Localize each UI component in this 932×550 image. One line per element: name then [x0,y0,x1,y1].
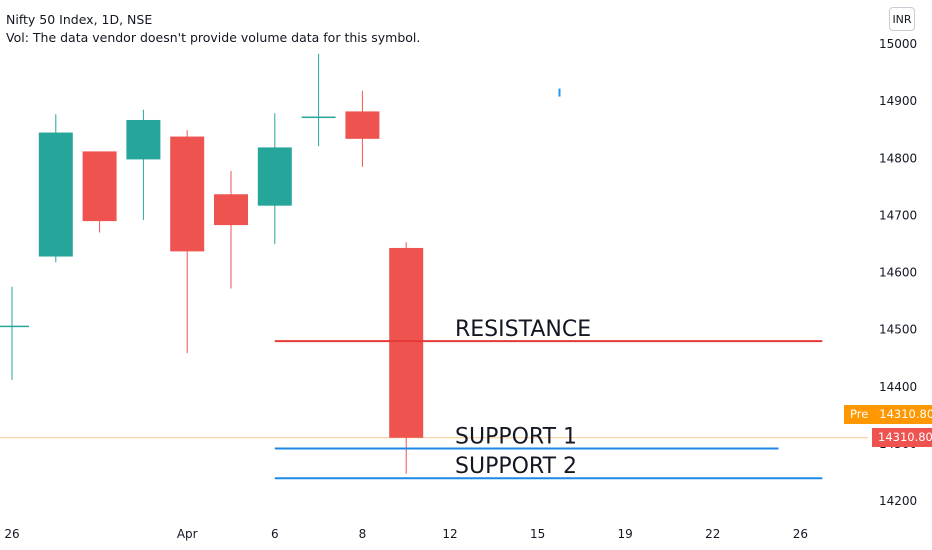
price-tick-label: 15000 [879,37,917,51]
price-tick-label: 14900 [879,94,917,108]
candle-body [0,325,29,328]
time-tick-label: 26 [4,527,19,541]
time-tick-label: 8 [359,527,367,541]
candle [170,130,205,354]
chart-legend: Nifty 50 Index, 1D, NSE Vol: The data ve… [6,11,420,47]
candle [389,242,424,474]
time-axis[interactable]: 26 Apr 6 8 12 15 19 22 26 [4,527,808,541]
candle [301,53,336,147]
candle [345,90,380,167]
candle-body [345,111,380,139]
candle-body [82,151,117,222]
price-tick-label: 14200 [879,494,917,508]
time-tick-label: 6 [271,527,279,541]
premarket-value: 14310.80 [879,407,932,421]
time-tick-label: 22 [705,527,720,541]
last-price-tag: 14310.80 [872,428,932,447]
annotation-support-1: SUPPORT 1 [274,424,779,450]
candle [126,109,161,220]
volume-note: Vol: The data vendor doesn't provide vol… [6,30,421,45]
premarket-price-tag: Pre 14310.80 [844,405,932,424]
annotation-support-2: SUPPORT 2 [274,454,823,480]
time-tick-label: 15 [530,527,545,541]
time-tick-label: 19 [618,527,633,541]
last-price-value: 14310.80 [878,430,932,444]
candle-body [126,119,161,160]
candle [38,114,73,263]
candle-body [257,147,292,206]
annotation-lines-layer: RESISTANCE SUPPORT 1 SUPPORT 2 [274,317,823,480]
annotation-label: RESISTANCE [455,317,591,342]
price-tick-label: 14700 [879,208,917,222]
candle-body [170,136,205,252]
candle-body [301,116,336,119]
annotation-label: SUPPORT 1 [455,424,577,449]
candle-body [389,247,424,438]
candle [257,113,292,244]
annotation-label: SUPPORT 2 [455,454,577,479]
candle-body [38,132,73,257]
time-tick-label: 12 [442,527,457,541]
price-tick-label: 14600 [879,266,917,280]
candles-layer [0,53,561,474]
price-tick-label: 14800 [879,151,917,165]
candle [82,151,117,233]
candle [0,286,29,380]
premarket-label: Pre [850,407,869,421]
price-tick-label: 14400 [879,380,917,394]
currency-button[interactable]: INR [889,7,915,31]
time-tick-label: Apr [177,527,198,541]
candle-body [214,194,248,226]
annotation-resistance: RESISTANCE [274,317,823,343]
candle [214,170,248,289]
time-tick-label: 26 [793,527,808,541]
price-tick-label: 14500 [879,323,917,337]
symbol-title[interactable]: Nifty 50 Index, 1D, NSE [6,12,153,27]
